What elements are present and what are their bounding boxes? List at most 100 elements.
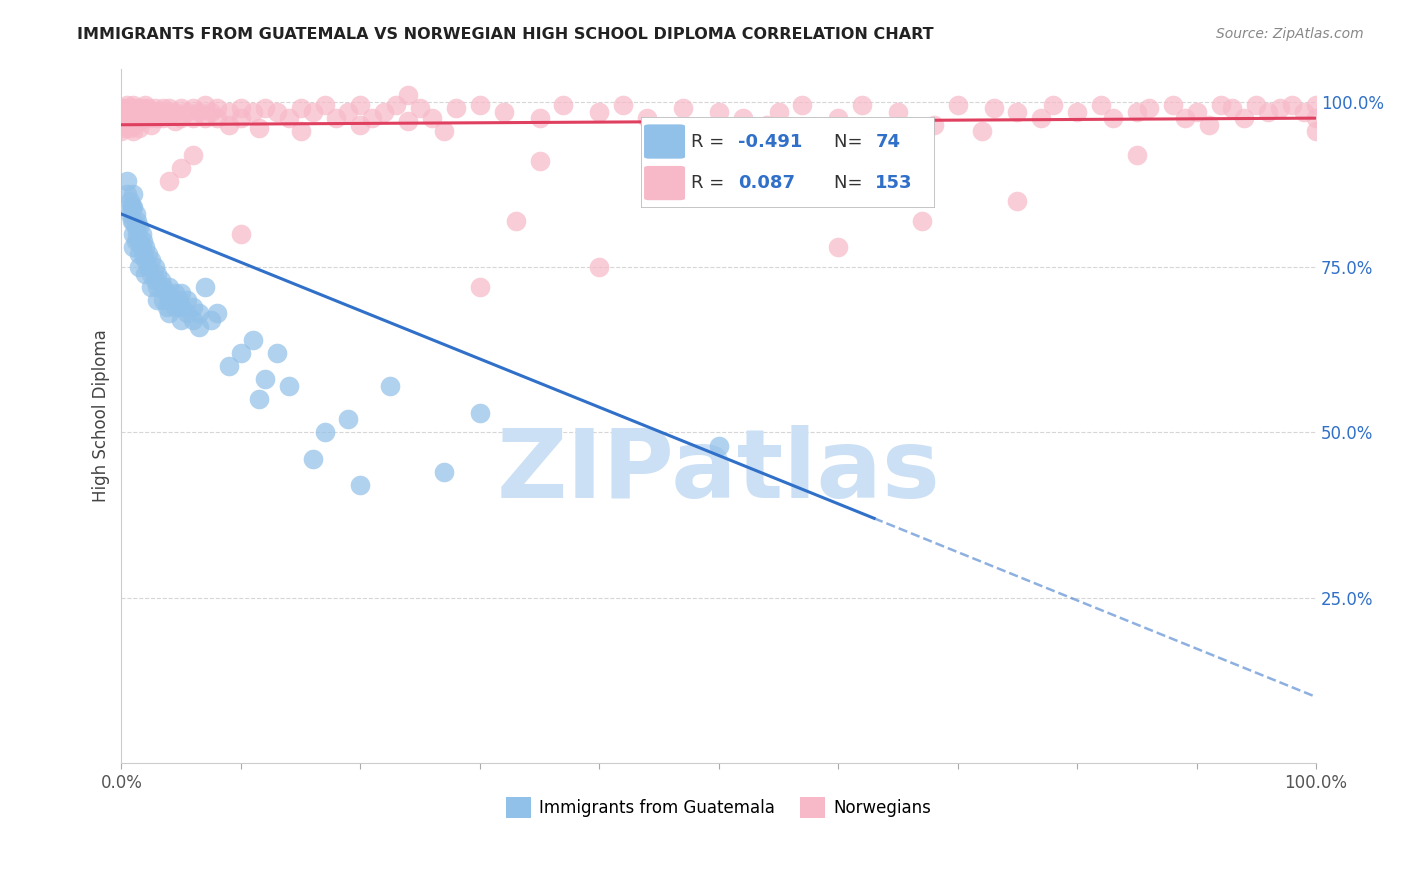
- Point: [118, 108, 141, 122]
- Point: [122, 213, 145, 227]
- Point: [128, 121, 150, 136]
- Point: [128, 246, 150, 260]
- Point: [141, 111, 163, 125]
- Point: [167, 293, 190, 307]
- Point: [141, 104, 163, 119]
- Point: [588, 104, 610, 119]
- Point: [165, 286, 187, 301]
- Point: [122, 187, 145, 202]
- Point: [114, 108, 136, 122]
- Point: [553, 98, 575, 112]
- Point: [1126, 147, 1149, 161]
- Point: [200, 313, 222, 327]
- Point: [1305, 111, 1327, 125]
- Point: [136, 246, 159, 260]
- Point: [1246, 98, 1268, 112]
- Point: [349, 478, 371, 492]
- Point: [1305, 124, 1327, 138]
- Point: [385, 98, 408, 112]
- Point: [1305, 98, 1327, 112]
- Point: [205, 306, 228, 320]
- Point: [218, 359, 240, 374]
- Point: [444, 101, 467, 115]
- Point: [468, 280, 491, 294]
- Point: [146, 104, 169, 119]
- Y-axis label: High School Diploma: High School Diploma: [93, 329, 110, 502]
- Point: [792, 98, 814, 112]
- Point: [125, 213, 148, 227]
- Point: [181, 300, 204, 314]
- Point: [922, 118, 945, 132]
- Point: [170, 286, 193, 301]
- Point: [134, 104, 156, 119]
- Point: [648, 124, 671, 138]
- Point: [110, 101, 132, 115]
- Point: [146, 267, 169, 281]
- Point: [176, 293, 198, 307]
- Point: [349, 98, 371, 112]
- Point: [337, 412, 360, 426]
- Point: [143, 101, 166, 115]
- Point: [205, 111, 228, 125]
- Point: [247, 121, 270, 136]
- Point: [117, 98, 139, 112]
- Point: [433, 465, 456, 479]
- Point: [188, 306, 211, 320]
- Point: [529, 154, 551, 169]
- Point: [1257, 104, 1279, 119]
- Point: [229, 227, 252, 241]
- Point: [505, 213, 527, 227]
- Point: [181, 313, 204, 327]
- Point: [468, 98, 491, 112]
- Point: [120, 201, 142, 215]
- Point: [468, 405, 491, 419]
- Point: [200, 104, 222, 119]
- Point: [165, 114, 187, 128]
- Point: [122, 98, 145, 112]
- Point: [132, 101, 155, 115]
- Point: [803, 134, 825, 148]
- Point: [194, 98, 217, 112]
- Point: [118, 121, 141, 136]
- Point: [636, 111, 658, 125]
- Point: [1007, 194, 1029, 208]
- Point: [122, 124, 145, 138]
- Point: [128, 108, 150, 122]
- Point: [122, 118, 145, 132]
- Point: [110, 111, 132, 125]
- Point: [131, 240, 153, 254]
- Point: [114, 121, 136, 136]
- Point: [266, 104, 288, 119]
- Point: [946, 98, 969, 112]
- Point: [117, 111, 139, 125]
- Point: [396, 114, 419, 128]
- Point: [409, 101, 432, 115]
- Point: [1185, 104, 1208, 119]
- Point: [314, 98, 336, 112]
- Point: [134, 267, 156, 281]
- Point: [492, 104, 515, 119]
- Point: [125, 207, 148, 221]
- Point: [118, 101, 141, 115]
- Point: [373, 104, 395, 119]
- Point: [117, 187, 139, 202]
- Point: [707, 439, 730, 453]
- Point: [1126, 104, 1149, 119]
- Point: [114, 114, 136, 128]
- Point: [970, 124, 993, 138]
- Point: [118, 194, 141, 208]
- Point: [194, 280, 217, 294]
- Point: [253, 101, 276, 115]
- Point: [170, 313, 193, 327]
- Point: [157, 280, 180, 294]
- Point: [253, 372, 276, 386]
- Point: [170, 101, 193, 115]
- Point: [529, 111, 551, 125]
- Point: [420, 111, 443, 125]
- Point: [380, 379, 402, 393]
- Point: [229, 346, 252, 360]
- Point: [229, 111, 252, 125]
- Point: [731, 111, 754, 125]
- Point: [325, 111, 347, 125]
- Point: [983, 101, 1005, 115]
